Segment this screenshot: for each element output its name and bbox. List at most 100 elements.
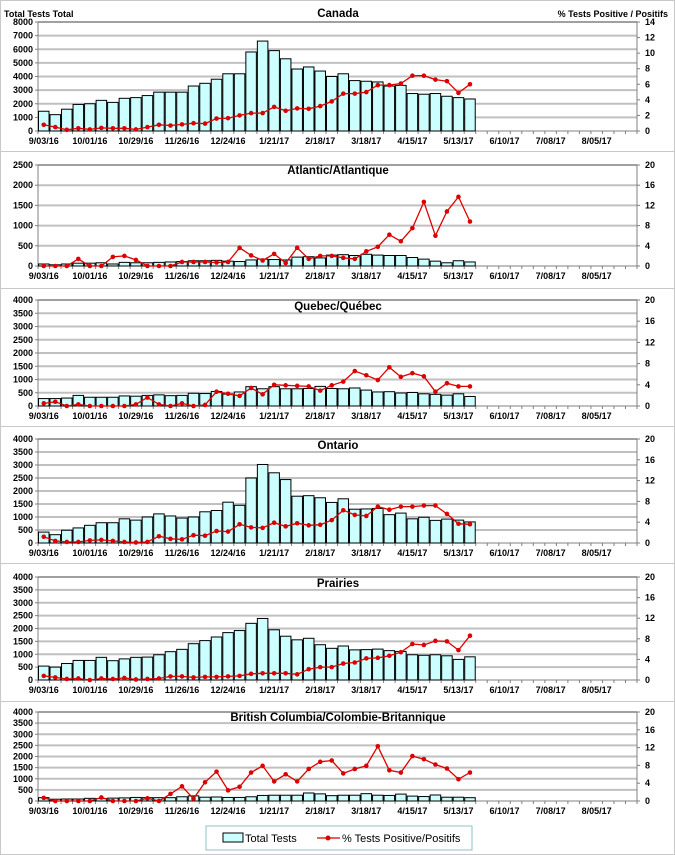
- positivity-point: [248, 525, 254, 530]
- positivity-point: [317, 522, 323, 528]
- positivity-point: [421, 73, 427, 79]
- positivity-point: [294, 520, 300, 526]
- bar: [452, 796, 465, 802]
- bar: [360, 508, 373, 544]
- positivity-point: [398, 238, 404, 244]
- bar: [372, 794, 384, 802]
- positivity-point: [87, 677, 93, 683]
- x-tick-label: 11/26/16: [165, 548, 200, 558]
- y-tick-label: 3000: [13, 85, 33, 95]
- bar: [349, 508, 361, 544]
- positivity-point: [202, 259, 208, 265]
- y-tick-label: 0: [28, 401, 33, 411]
- y2-tick-label: 4: [645, 654, 650, 664]
- bar: [233, 73, 246, 132]
- bar: [187, 85, 200, 132]
- positivity-point: [467, 521, 473, 527]
- positivity-point: [387, 767, 392, 773]
- positivity-point: [410, 370, 415, 376]
- positivity-point: [340, 507, 346, 513]
- positivity-point: [156, 402, 162, 407]
- y-tick-label: 2000: [13, 99, 33, 109]
- bar: [452, 519, 465, 544]
- bar: [302, 792, 315, 802]
- positivity-point: [317, 664, 323, 670]
- y-tick-label: 4000: [13, 295, 33, 305]
- bar: [176, 648, 188, 681]
- x-tick-label: 4/15/17: [397, 411, 427, 421]
- positivity-point: [398, 374, 404, 380]
- positivity-point: [283, 383, 288, 388]
- bar: [222, 796, 234, 802]
- positivity-point: [87, 798, 93, 804]
- positivity-point: [41, 401, 47, 406]
- bar: [84, 524, 96, 544]
- positivity-point: [99, 125, 104, 131]
- bar: [279, 479, 292, 544]
- bar: [222, 632, 234, 681]
- positivity-point: [329, 758, 335, 763]
- positivity-point: [179, 122, 185, 127]
- bar: [233, 391, 246, 407]
- positivity-point: [260, 763, 265, 769]
- y-tick-label: 2500: [13, 335, 33, 345]
- positivity-point: [433, 503, 438, 508]
- positivity-point: [352, 256, 358, 262]
- bar: [199, 640, 211, 681]
- bar: [141, 516, 154, 544]
- positivity-point: [122, 125, 127, 131]
- x-tick-label: 11/26/16: [165, 806, 200, 816]
- positivity-point: [237, 784, 242, 790]
- positivity-point: [225, 529, 231, 534]
- y-tick-label: 500: [18, 388, 33, 398]
- bar: [107, 263, 119, 267]
- y-tick-label: 1500: [13, 200, 33, 210]
- positivity-point: [329, 99, 335, 104]
- bar: [337, 254, 350, 267]
- positivity-point: [352, 766, 358, 772]
- positivity-point: [64, 676, 70, 682]
- positivity-line: [43, 744, 471, 802]
- x-tick-label: 6/10/17: [490, 271, 520, 281]
- positivity-point: [375, 244, 381, 250]
- positivity-point: [52, 538, 58, 544]
- x-tick-label: 3/18/17: [351, 685, 381, 695]
- bar: [325, 501, 338, 544]
- positivity-point: [387, 507, 392, 513]
- bar: [464, 521, 476, 544]
- positivity-point: [99, 537, 104, 543]
- x-tick-label: 10/29/16: [118, 548, 153, 558]
- x-tick-label: 11/26/16: [165, 271, 200, 281]
- bar: [84, 103, 96, 132]
- positivity-point: [52, 798, 58, 804]
- bar: [418, 258, 430, 267]
- bar: [72, 262, 85, 267]
- positivity-point: [179, 784, 185, 789]
- positivity-point: [133, 540, 139, 545]
- positivity-point: [41, 795, 47, 801]
- y2-tick-label: 4: [645, 241, 650, 251]
- positivity-point: [317, 759, 323, 765]
- x-tick-label: 4/15/17: [397, 685, 427, 695]
- bar: [141, 95, 154, 132]
- positivity-point: [99, 403, 104, 409]
- positivity-point: [363, 513, 369, 519]
- positivity-point: [317, 253, 323, 259]
- positivity-point: [145, 676, 150, 682]
- bar: [418, 516, 430, 544]
- bar: [245, 259, 257, 267]
- y2-tick-label: 14: [645, 17, 655, 27]
- x-tick-label: 5/13/17: [443, 685, 473, 695]
- x-tick-label: 10/29/16: [118, 685, 153, 695]
- positivity-point: [202, 402, 208, 408]
- bar: [210, 636, 223, 681]
- x-tick-label: 6/10/17: [490, 411, 520, 421]
- y-tick-label: 1500: [13, 636, 33, 646]
- bar: [325, 647, 338, 681]
- positivity-point: [306, 523, 312, 528]
- x-tick-label: 3/18/17: [351, 806, 381, 816]
- positivity-point: [294, 383, 300, 389]
- positivity-point: [248, 110, 254, 116]
- positivity-point: [99, 263, 104, 269]
- y-tick-label: 7000: [13, 31, 33, 41]
